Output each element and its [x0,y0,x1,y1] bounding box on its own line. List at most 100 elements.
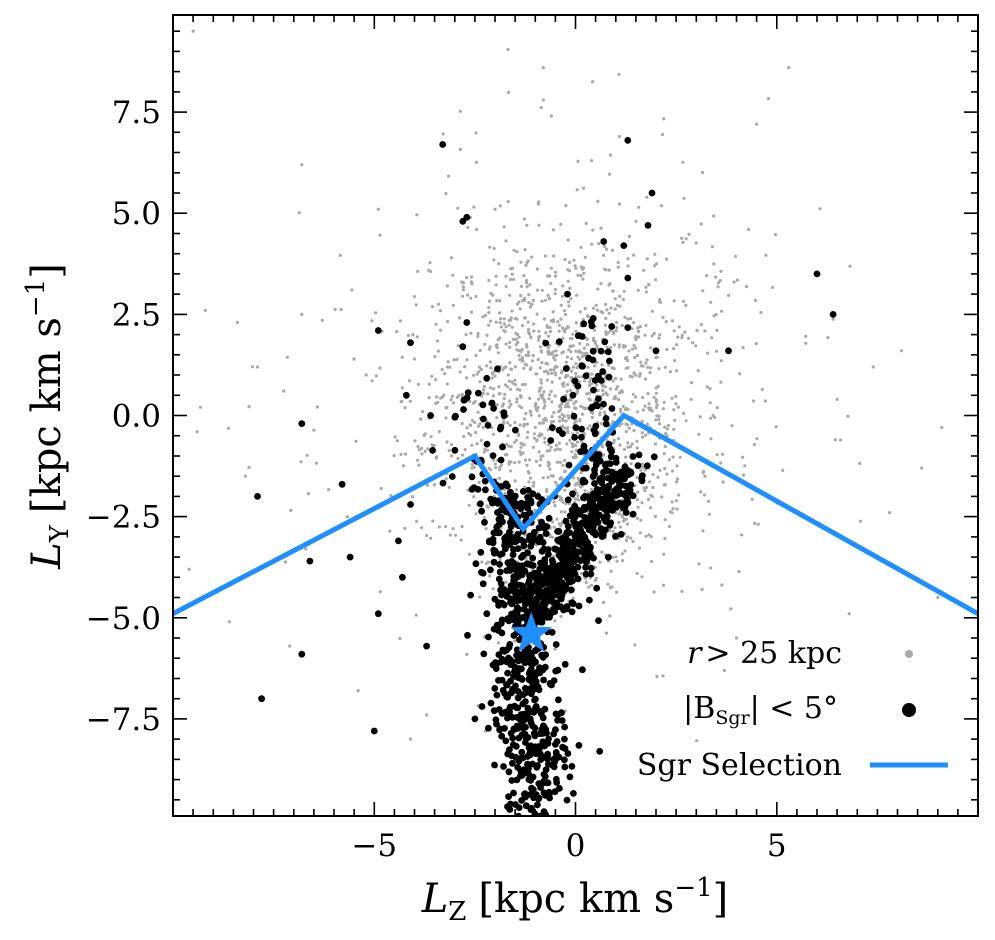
far-point [306,492,310,496]
far-point [566,238,570,242]
far-point [612,438,616,442]
far-point [510,309,514,313]
core-point [500,763,507,770]
far-point [537,434,541,438]
core-point [538,518,545,526]
far-point [551,310,555,314]
far-point [491,458,496,462]
far-point [626,366,630,370]
far-point [513,479,517,483]
far-point [647,533,651,537]
far-point [531,298,535,303]
legend-entry-far: r > 25 kpc [687,636,913,671]
far-point [392,454,396,458]
core-point [490,404,497,412]
far-point [649,366,653,370]
far-point [940,426,944,430]
core-point [527,653,535,661]
far-point [498,299,502,303]
far-point [620,323,624,328]
far-point [599,310,603,314]
far-point [621,297,626,302]
core-point [607,453,615,461]
far-point [412,295,416,299]
far-point [703,493,707,497]
far-point [664,431,668,436]
core-point [595,451,603,459]
far-point [553,358,557,362]
far-point [647,402,651,406]
far-point [639,360,643,364]
far-point [509,402,513,407]
far-point [537,338,541,342]
core-point [467,591,474,599]
legend-entry-core: |BSgr| < 5° [683,691,916,729]
core-point [516,636,523,644]
core-point [556,784,563,792]
core-point [589,403,596,411]
far-point [831,317,835,321]
far-point [487,347,491,351]
far-point [548,535,552,539]
core-point [572,510,580,518]
far-point [547,397,551,401]
core-point [497,456,505,464]
far-point [510,380,514,384]
far-point [607,268,611,272]
far-point [706,351,710,355]
far-point [665,257,669,261]
far-point [515,333,520,337]
far-point [599,421,604,426]
far-point [605,345,609,349]
far-point [255,365,260,369]
core-point [524,753,531,760]
far-point [618,294,622,298]
far-point [461,294,465,298]
far-point [593,565,598,569]
core-point [575,742,583,749]
far-point [567,304,571,308]
far-point [570,441,574,445]
far-point [613,297,617,301]
far-point [722,668,727,673]
core-point [552,726,559,734]
far-point [593,578,598,582]
far-point [604,330,608,334]
far-point [528,283,532,287]
far-point [467,503,471,507]
far-point [609,346,613,350]
core-point [510,632,518,639]
far-point [474,294,478,299]
legend-label-far: r > 25 kpc [687,636,842,671]
far-point [427,268,431,272]
far-point [488,360,492,364]
far-point [563,488,567,492]
far-point [674,499,678,503]
far-point [527,480,531,484]
core-point [529,680,537,688]
core-point [511,576,518,583]
far-point [514,337,518,341]
core-point [526,686,534,694]
far-point [920,466,924,470]
core-point [551,608,559,615]
core-point [591,520,598,528]
far-point [494,274,498,278]
far-point [502,397,506,401]
far-point [578,342,582,346]
x-axis-title: LZ [kpc km s−1] [421,873,729,927]
far-point [654,400,658,404]
core-point [564,750,572,757]
far-point [704,274,709,278]
far-point [536,357,540,362]
far-point [435,395,439,399]
far-point [624,422,628,426]
far-point [517,300,521,304]
far-point [672,408,676,412]
far-point [577,375,581,379]
far-point [604,247,609,251]
far-point [532,329,536,333]
far-point [672,347,676,351]
far-point [447,485,451,489]
far-point [422,433,426,437]
